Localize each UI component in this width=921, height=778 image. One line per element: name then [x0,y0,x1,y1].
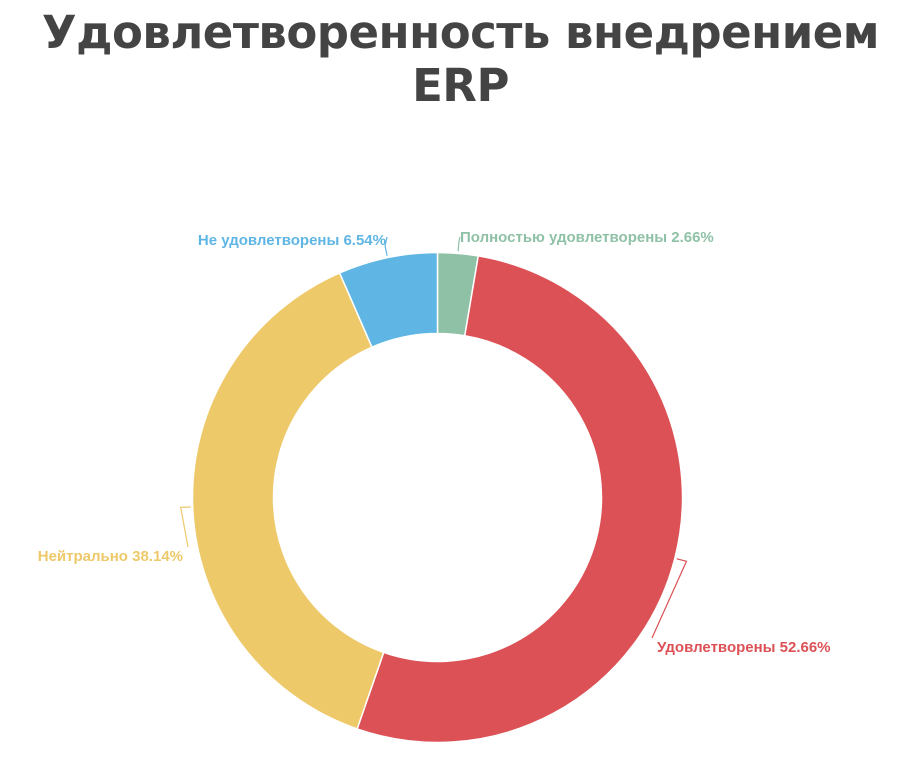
chart-title: Удовлетворенность внедрением ERP [41,6,880,112]
slice-label-1: Удовлетворены 52.66% [657,639,831,656]
slice-label-0: Полностью удовлетворены 2.66% [460,229,714,246]
leader-line-3 [384,236,388,256]
slice-label-2: Нейтрально 38.14% [38,548,183,565]
leader-line-1 [651,558,688,639]
donut-slice-3 [338,251,439,349]
slice-labels: Полностью удовлетворены 2.66% Удовлетворе… [38,229,831,656]
label-leader-lines [179,236,688,639]
donut-slices [191,251,684,744]
donut-slice-1 [356,255,684,744]
leader-line-2 [179,506,191,548]
leader-line-0 [457,236,461,252]
donut-slice-2 [191,271,385,730]
slice-label-3: Не удовлетворены 6.54% [198,232,386,249]
